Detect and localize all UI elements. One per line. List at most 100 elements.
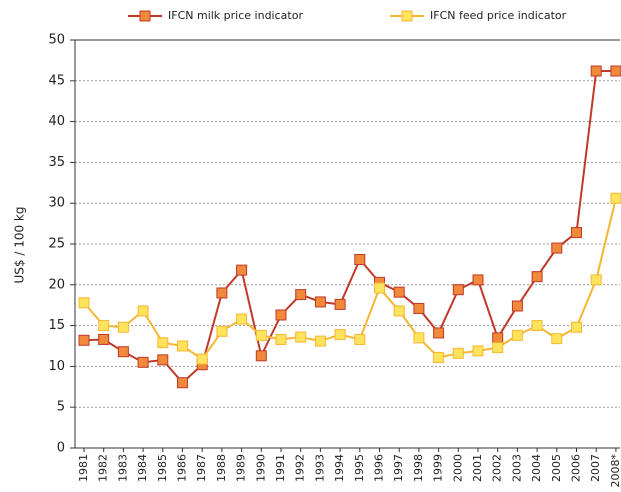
y-tick-label: 10 [48,359,65,374]
marker [98,320,110,332]
marker [275,309,287,321]
x-tick-label: 2001 [471,454,484,482]
x-tick-label: 1982 [97,454,110,482]
y-tick-label: 5 [57,400,65,415]
y-tick-label: 20 [48,277,65,292]
x-tick-label: 1996 [373,454,386,482]
x-tick-label: 2003 [510,454,523,482]
marker [452,347,464,359]
marker [413,302,425,314]
x-tick-label: 1989 [235,454,248,482]
marker [117,321,129,333]
marker [157,337,169,349]
x-tick-label: 1997 [392,454,405,482]
x-tick-label: 1993 [313,454,326,482]
x-tick-label: 2000 [451,454,464,482]
marker [354,333,366,345]
x-tick-label: 1998 [412,454,425,482]
y-tick-label: 50 [48,33,65,48]
marker [413,332,425,344]
marker [571,321,582,333]
marker [117,346,129,358]
x-tick-label: 1985 [156,454,169,482]
marker [551,333,563,345]
marker [590,65,602,77]
marker [137,305,149,317]
marker [433,351,445,363]
marker [314,296,326,308]
marker [551,242,563,254]
x-tick-label: 2002 [491,454,504,482]
marker [511,329,523,341]
marker [216,325,228,337]
marker [255,329,267,341]
marker [177,377,188,389]
marker [374,282,385,294]
y-tick-label: 35 [48,155,65,170]
x-tick-label: 1981 [77,454,90,482]
marker [511,300,523,312]
marker [314,335,326,347]
x-tick-label: 1994 [333,454,346,482]
marker [610,192,621,204]
marker [275,333,287,345]
x-tick-label: 2006 [570,454,583,482]
x-tick-label: 2005 [550,454,563,482]
x-tick-label: 1984 [136,454,149,482]
marker [393,305,405,317]
marker [334,329,346,341]
marker [334,298,346,310]
y-tick-label: 40 [48,114,65,129]
marker [590,274,602,286]
x-tick-label: 1995 [353,454,366,482]
marker [492,342,504,354]
x-tick-label: 1991 [274,454,287,482]
marker [472,274,484,286]
legend-label: IFCN feed price indicator [430,9,567,22]
y-tick-label: 0 [57,441,65,456]
x-tick-label: 2007 [589,454,602,482]
y-tick-label: 30 [48,196,65,211]
marker [196,353,208,365]
series-line [83,198,617,361]
y-tick-label: 25 [48,237,65,252]
marker [157,354,169,366]
x-tick-label: 1992 [294,454,307,482]
x-tick-label: 1990 [254,454,267,482]
y-axis-label: US$ / 100 kg [13,207,27,284]
marker [393,286,405,298]
marker [98,333,110,345]
legend-label: IFCN milk price indicator [168,9,303,22]
marker [177,340,188,352]
marker [531,271,543,283]
marker [236,264,248,276]
x-tick-label: 1986 [176,454,189,482]
marker [236,313,248,325]
x-tick-label: 2008* [609,454,621,488]
legend-marker [139,10,151,22]
marker [78,334,90,346]
marker [354,254,366,266]
marker [295,289,307,301]
x-tick-label: 1983 [116,454,129,482]
marker [255,350,267,362]
x-tick-label: 1999 [432,454,445,482]
series-line [83,70,616,385]
x-tick-label: 1987 [195,454,208,482]
y-tick-label: 45 [48,73,65,88]
marker [137,356,149,368]
x-tick-label: 1988 [215,454,228,482]
marker [295,331,307,343]
marker [610,65,621,77]
marker [78,297,90,309]
marker [216,287,228,299]
marker [531,320,543,332]
x-tick-label: 2004 [530,454,543,482]
y-tick-label: 15 [48,318,65,333]
marker [492,332,504,344]
marker [472,345,484,357]
marker [433,327,445,339]
marker [571,227,582,239]
marker [452,284,464,296]
